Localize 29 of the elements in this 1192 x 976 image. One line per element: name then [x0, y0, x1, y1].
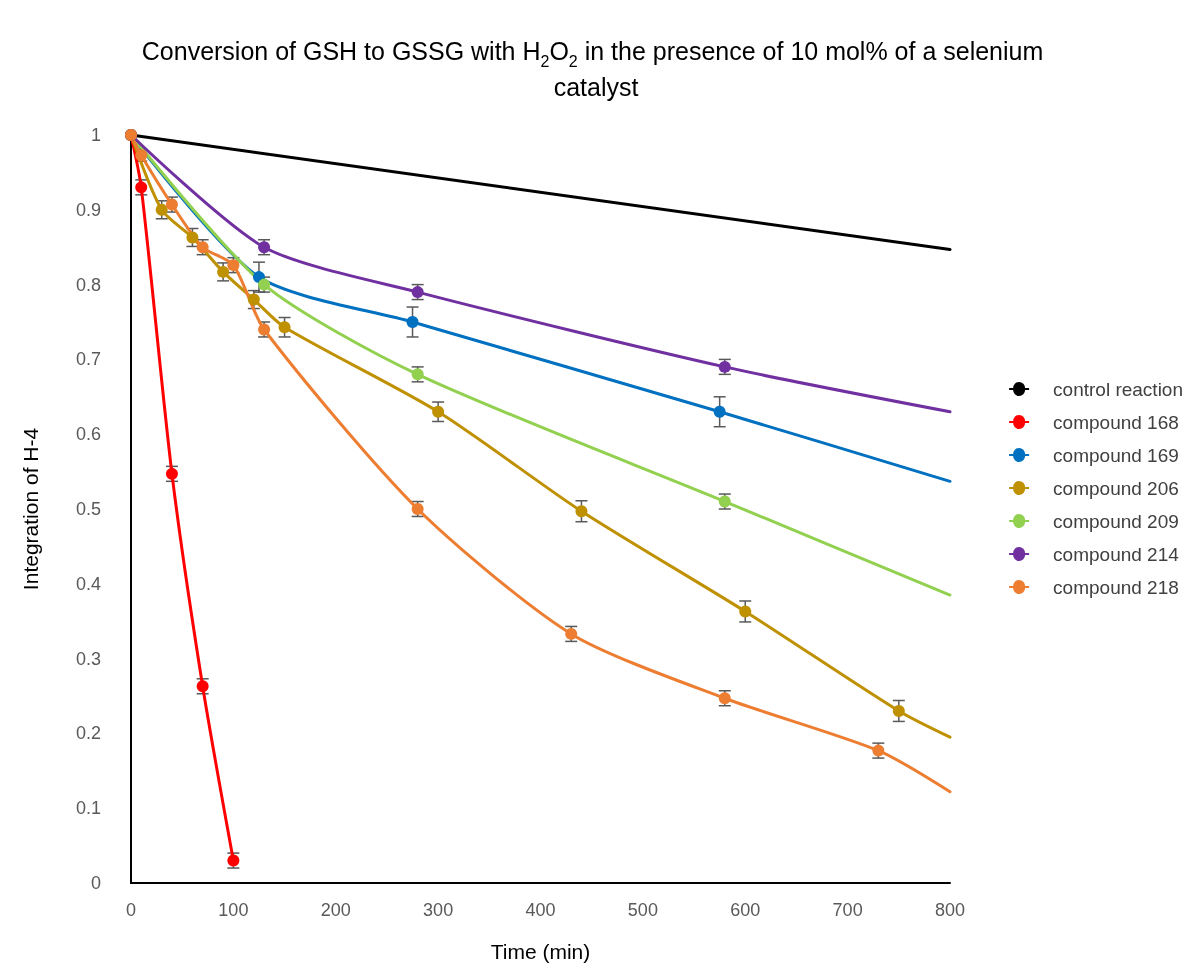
- legend-label: compound 218: [1053, 576, 1179, 598]
- x-tick-label: 600: [730, 900, 761, 920]
- x-tick-label: 500: [627, 900, 658, 920]
- y-tick-label: 0.5: [75, 499, 101, 519]
- y-tick-label: 0.3: [75, 648, 101, 669]
- x-tick-label: 200: [320, 900, 351, 920]
- y-tick-label: 0.9: [75, 199, 101, 220]
- x-tick-label: 700: [832, 900, 863, 920]
- x-tick-label: 400: [525, 900, 556, 920]
- y-axis-title: Integration of H-4: [19, 427, 42, 591]
- x-axis-title: Time (min): [490, 940, 591, 963]
- legend-label: compound 169: [1053, 444, 1179, 466]
- legend-label: control reaction: [1053, 378, 1183, 400]
- x-tick-label: 300: [423, 900, 454, 920]
- x-tick-label: 0: [125, 900, 137, 920]
- y-tick-label: 0: [90, 873, 101, 893]
- x-tick-label: 100: [218, 900, 249, 920]
- y-tick-label: 0.2: [75, 723, 101, 744]
- y-tick-label: 0.7: [75, 349, 101, 370]
- legend-label: compound 168: [1053, 411, 1179, 433]
- y-tick-label: 0.8: [75, 274, 101, 295]
- y-tick-label: 1: [90, 125, 101, 145]
- x-tick-label: 800: [934, 900, 966, 920]
- legend-label: compound 206: [1053, 477, 1179, 499]
- y-tick-label: 0.1: [75, 798, 101, 819]
- legend-label: compound 214: [1053, 543, 1180, 565]
- y-tick-label: 0.6: [75, 424, 101, 445]
- y-tick-label: 0.4: [75, 573, 101, 594]
- legend-label: compound 209: [1053, 510, 1179, 532]
